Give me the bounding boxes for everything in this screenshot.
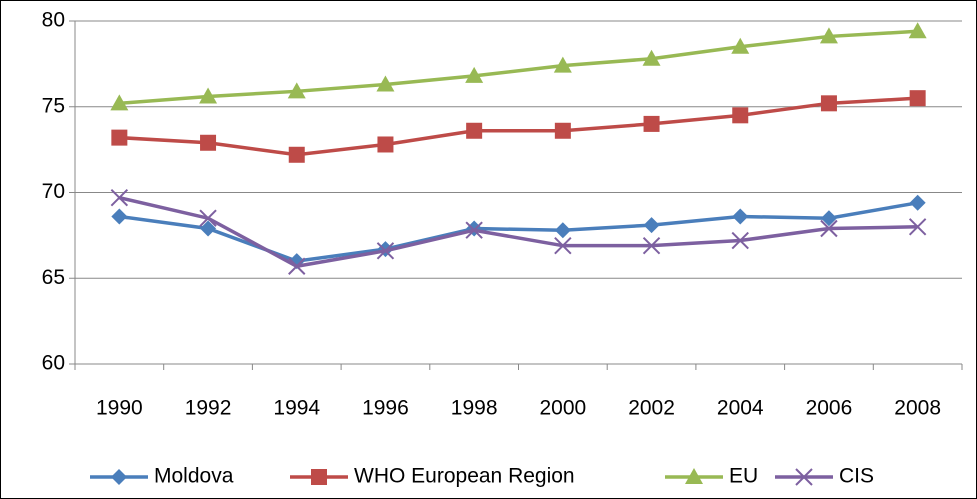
marker <box>200 220 217 237</box>
marker <box>376 75 395 92</box>
marker <box>685 468 703 484</box>
y-tick-label: 60 <box>42 352 65 375</box>
marker <box>795 468 813 486</box>
y-tick-label: 70 <box>42 180 65 203</box>
series-line <box>119 96 918 157</box>
marker <box>554 236 572 255</box>
marker <box>820 219 838 238</box>
marker <box>643 217 660 234</box>
marker <box>553 56 572 73</box>
marker <box>820 210 837 227</box>
marker <box>311 469 327 485</box>
marker <box>287 82 306 99</box>
marker <box>820 95 837 112</box>
y-tick-label: 80 <box>42 9 65 32</box>
marker <box>110 188 129 207</box>
marker <box>200 134 217 151</box>
legend-label: WHO European Region <box>354 465 575 488</box>
marker <box>732 208 749 225</box>
marker <box>642 236 661 255</box>
y-tick-label: 65 <box>42 266 65 289</box>
marker <box>908 218 927 236</box>
x-tick-label: 2004 <box>717 397 764 420</box>
marker <box>465 221 483 239</box>
legend-label: CIS <box>839 465 874 488</box>
y-tick-label: 75 <box>42 94 65 117</box>
marker <box>288 257 306 275</box>
marker <box>642 49 661 66</box>
marker <box>732 107 749 124</box>
x-tick-label: 1992 <box>185 397 232 420</box>
marker <box>111 129 128 146</box>
x-tick-label: 1994 <box>273 397 320 420</box>
marker <box>376 242 395 260</box>
series-line <box>118 195 918 269</box>
x-tick-label: 2008 <box>894 397 941 420</box>
x-tick-label: 2002 <box>628 397 675 420</box>
x-tick-label: 1990 <box>96 397 143 420</box>
marker <box>731 37 750 54</box>
marker <box>377 136 394 153</box>
marker <box>908 22 927 39</box>
marker <box>909 90 926 107</box>
x-tick-label: 1996 <box>362 397 409 420</box>
marker <box>288 146 305 163</box>
x-tick-label: 2006 <box>806 397 853 420</box>
series-line <box>119 201 918 263</box>
legend-label: Moldova <box>154 465 234 488</box>
marker <box>111 469 127 485</box>
marker <box>554 122 571 139</box>
marker <box>199 209 217 227</box>
marker <box>819 27 838 44</box>
marker <box>909 194 926 211</box>
marker <box>110 94 129 111</box>
marker <box>466 122 483 139</box>
marker <box>731 231 749 250</box>
x-tick-label: 1998 <box>451 397 498 420</box>
marker <box>111 208 128 225</box>
marker <box>199 87 218 104</box>
x-tick-label: 2000 <box>539 397 586 420</box>
marker <box>643 115 660 132</box>
series-line <box>119 29 918 106</box>
marker <box>465 66 484 83</box>
legend-label: EU <box>729 465 758 488</box>
marker <box>554 222 571 239</box>
